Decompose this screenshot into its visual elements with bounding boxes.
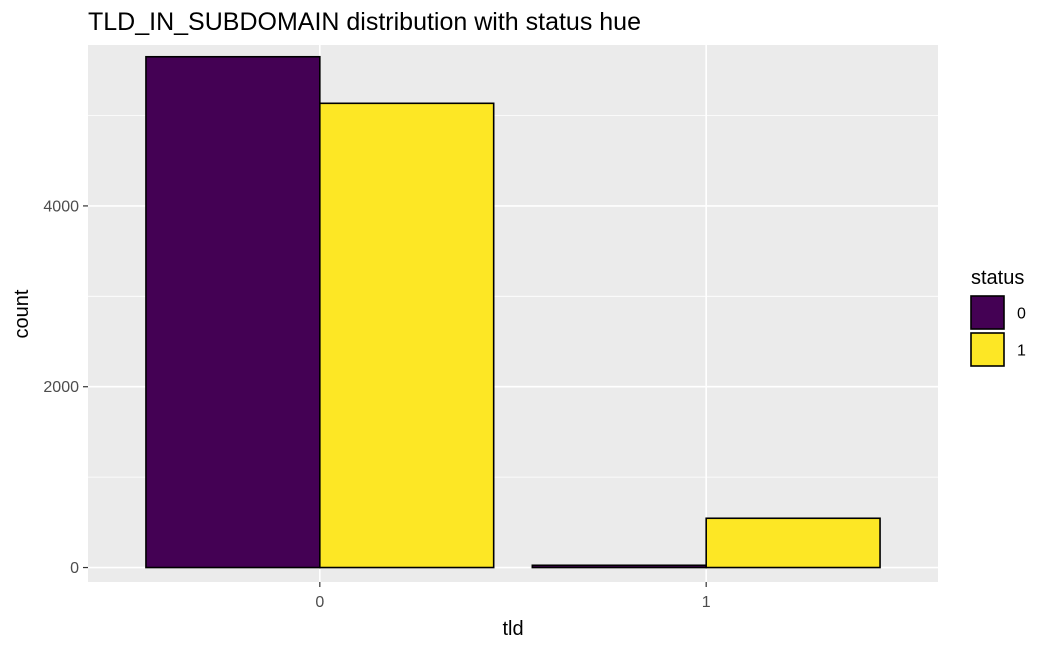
x-tick-label: 1 <box>702 594 711 611</box>
legend: status 0 1 <box>970 267 1026 367</box>
y-axis-title: count <box>11 289 33 338</box>
y-tick-label: 2000 <box>43 379 79 396</box>
y-tick-label: 0 <box>70 560 79 577</box>
legend-label: 1 <box>1017 343 1026 360</box>
x-tick-label: 0 <box>315 594 324 611</box>
bar-status-1-tld-1 <box>705 517 881 569</box>
x-axis-title: tld <box>502 618 523 640</box>
bar-status-0-tld-0 <box>145 55 321 569</box>
legend-key-1 <box>970 332 1005 367</box>
chart-title: TLD_IN_SUBDOMAIN distribution with statu… <box>88 8 641 36</box>
bar-status-1-tld-0 <box>319 102 495 569</box>
legend-key-0 <box>970 295 1005 330</box>
y-axis: 0 2000 4000 <box>43 198 88 577</box>
bar-status-0-tld-1 <box>531 564 707 569</box>
legend-label: 0 <box>1017 306 1026 323</box>
bars <box>145 55 881 569</box>
legend-title: status <box>971 267 1024 289</box>
y-tick-label: 4000 <box>43 198 79 215</box>
